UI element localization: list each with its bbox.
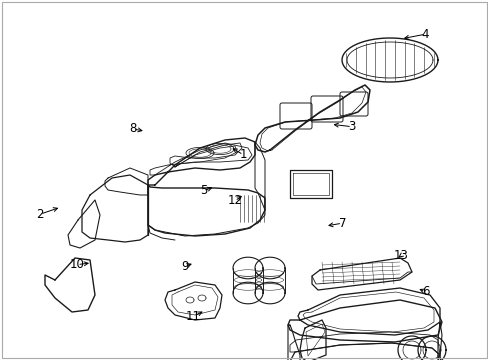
Text: 7: 7 bbox=[338, 217, 346, 230]
Text: 2: 2 bbox=[36, 208, 44, 221]
Text: 13: 13 bbox=[393, 249, 407, 262]
Text: 11: 11 bbox=[186, 310, 201, 323]
Text: 5: 5 bbox=[199, 184, 207, 197]
Text: 12: 12 bbox=[227, 194, 242, 207]
Text: 9: 9 bbox=[181, 260, 188, 273]
Text: 10: 10 bbox=[70, 258, 84, 271]
Text: 4: 4 bbox=[421, 28, 428, 41]
Text: 8: 8 bbox=[129, 122, 137, 135]
Text: 3: 3 bbox=[347, 120, 355, 133]
Text: 6: 6 bbox=[421, 285, 428, 298]
Text: 1: 1 bbox=[239, 148, 247, 161]
